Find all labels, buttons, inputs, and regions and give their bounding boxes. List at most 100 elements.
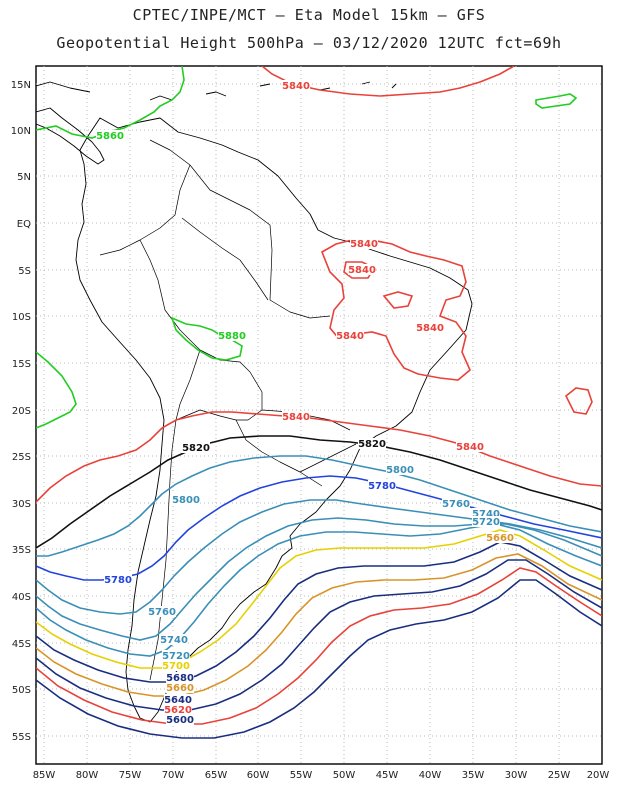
lon-tick-label: 70W — [162, 770, 185, 781]
lat-tick-label: 20S — [12, 406, 31, 417]
lon-tick-label: 30W — [505, 770, 528, 781]
contour-label: 5820 — [182, 443, 210, 454]
contour-label: 5700 — [162, 661, 190, 672]
caribbean-islands — [149, 81, 397, 101]
contour-5820 — [36, 435, 602, 549]
graticule — [36, 66, 602, 764]
map-title-line2: Geopotential Height 500hPa – 03/12/2020 … — [56, 34, 562, 52]
lat-tick-label: 5N — [17, 172, 31, 183]
contour-label-bg — [172, 494, 200, 505]
contour-label: 5720 — [162, 651, 190, 662]
lat-tick-label: 50S — [12, 685, 31, 696]
contour-label-bg — [166, 682, 194, 693]
contour-label-bg — [162, 660, 190, 671]
lat-tick-label: 5S — [18, 266, 31, 277]
contour-label: 5680 — [166, 673, 194, 684]
contour-label-bg — [96, 130, 124, 141]
lon-tick-label: 45W — [376, 770, 399, 781]
lon-tick-label: 50W — [333, 770, 356, 781]
south-america-coastline — [75, 117, 473, 723]
lat-tick-label: 10S — [12, 312, 31, 323]
lat-tick-label: 30S — [12, 499, 31, 510]
lat-tick-label: 55S — [12, 732, 31, 743]
lat-tick-label: EQ — [17, 219, 31, 230]
contour-label-bg — [486, 532, 514, 543]
contour-label-bg — [160, 634, 188, 645]
contour-label-bg — [164, 704, 192, 715]
contour-label: 5740 — [472, 509, 500, 520]
contour-label-bg — [104, 574, 132, 585]
contour-label-bg — [368, 480, 396, 491]
contour-label-bg — [218, 330, 246, 341]
contour-label-bg — [166, 714, 194, 725]
contour-label: 5640 — [164, 695, 192, 706]
contour-label: 5760 — [442, 499, 470, 510]
central-america-coastline — [36, 107, 105, 165]
contour-label: 5660 — [166, 683, 194, 694]
contour-label: 5740 — [160, 635, 188, 646]
map-title-line1: CPTEC/INPE/MCT – Eta Model 15km – GFS — [132, 6, 486, 24]
contour-label-bg — [336, 330, 364, 341]
contour-label-bg — [282, 80, 310, 91]
contour-label-bg — [416, 322, 444, 333]
contour-label-bg — [456, 441, 484, 452]
contour-label: 5780 — [368, 481, 396, 492]
lat-tick-label: 35S — [12, 545, 31, 556]
contour-label: 5860 — [96, 131, 124, 142]
lon-tick-label: 55W — [290, 770, 313, 781]
contour-label: 5840 — [282, 412, 310, 423]
contour-label: 5880 — [218, 331, 246, 342]
contour-5840-northeast — [320, 239, 471, 381]
lon-tick-label: 35W — [462, 770, 485, 781]
lat-tick-label: 15S — [12, 359, 31, 370]
contour-label: 5820 — [358, 439, 386, 450]
lon-tick-label: 80W — [76, 770, 99, 781]
lon-tick-label: 20W — [587, 770, 610, 781]
contour-label-bg — [350, 238, 378, 249]
lon-tick-label: 85W — [33, 770, 56, 781]
contour-label: 5760 — [148, 607, 176, 618]
lon-tick-label: 40W — [419, 770, 442, 781]
contour-label: 5840 — [350, 239, 378, 250]
contour-label: 5660 — [486, 533, 514, 544]
contour-label: 5840 — [348, 265, 376, 276]
contour-layer — [36, 66, 602, 739]
lat-tick-label: 25S — [12, 452, 31, 463]
contour-label: 5600 — [166, 715, 194, 726]
contour-label-bg — [358, 438, 386, 449]
coastline-layer — [36, 81, 473, 723]
contour-label-bg — [348, 264, 376, 275]
lat-tick-label: 15N — [11, 80, 31, 91]
plot-frame — [35, 65, 603, 765]
contour-5880 — [170, 316, 243, 361]
contour-label: 5840 — [282, 81, 310, 92]
lon-tick-label: 75W — [119, 770, 142, 781]
contour-label: 5720 — [472, 517, 500, 528]
lat-tick-label: 40S — [12, 592, 31, 603]
contour-label-bg — [148, 606, 176, 617]
contour-label: 5620 — [164, 705, 192, 716]
lon-tick-label: 65W — [205, 770, 228, 781]
lon-tick-label: 60W — [247, 770, 270, 781]
contour-label: 5800 — [386, 465, 414, 476]
contour-5860-north — [36, 66, 185, 139]
contour-label: 5840 — [416, 323, 444, 334]
contour-label-bg — [162, 650, 190, 661]
lat-tick-label: 10N — [11, 126, 31, 137]
contour-label-bg — [182, 442, 210, 453]
contour-label-bg — [472, 508, 500, 519]
contour-5840-south — [36, 411, 602, 503]
contour-label-bg — [442, 498, 470, 509]
contour-label-bg — [166, 672, 194, 683]
contour-label-bg — [164, 694, 192, 705]
contour-label-bg — [472, 516, 500, 527]
lon-tick-label: 25W — [548, 770, 571, 781]
contour-label: 5800 — [172, 495, 200, 506]
contour-label: 5840 — [456, 442, 484, 453]
contour-label-bg — [282, 411, 310, 422]
contour-label: 5840 — [336, 331, 364, 342]
lat-tick-label: 45S — [12, 639, 31, 650]
contour-label-bg — [386, 464, 414, 475]
contour-label: 5780 — [104, 575, 132, 586]
